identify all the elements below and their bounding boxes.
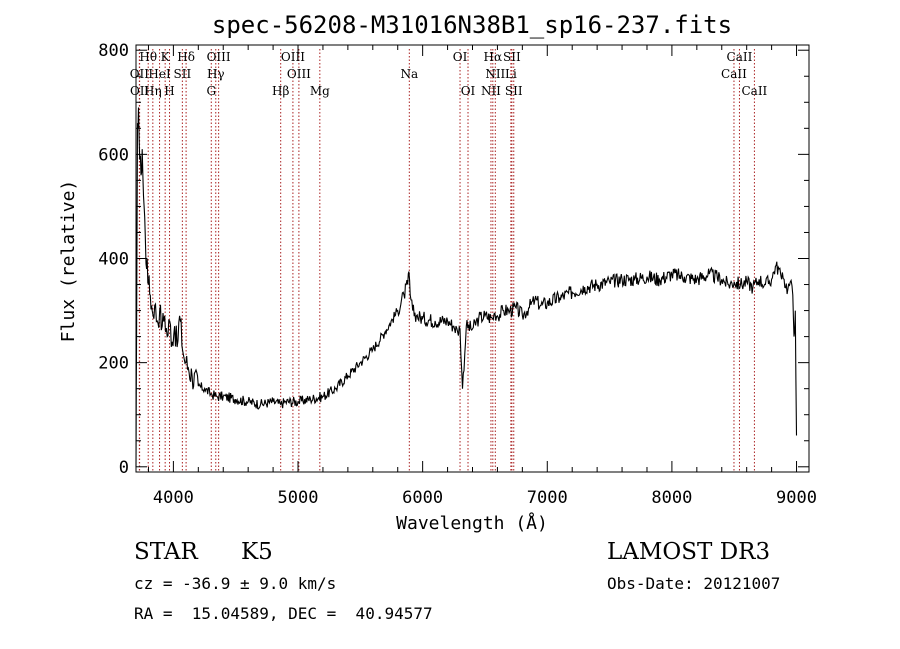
x-tick-label: 6000 — [402, 488, 443, 508]
survey-name: LAMOST DR3 — [607, 539, 771, 565]
spectral-line-label: SII — [505, 84, 523, 98]
y-tick-label: 400 — [98, 250, 129, 270]
spectral-line-label: SII — [174, 67, 192, 81]
x-tick-label: 4000 — [153, 488, 194, 508]
spectral-line-label: OIII — [287, 67, 311, 81]
spectral-line-label: Hα — [484, 50, 503, 64]
spectral-line-label: Hγ — [207, 67, 225, 81]
spectral-line-label: CaII — [721, 67, 747, 81]
spectral-line-label: OI — [461, 84, 476, 98]
sky-coordinates: RA = 15.04589, DEC = 40.94577 — [134, 604, 433, 623]
object-class: STAR — [134, 539, 198, 565]
plot-frame — [135, 44, 810, 473]
spectral-line-label: OII — [130, 84, 150, 98]
spectral-line-label: Hη — [144, 84, 162, 98]
y-tick-label: 200 — [98, 354, 129, 374]
spectral-line-label: Hθ — [139, 50, 157, 64]
spectral-line-label: OII — [130, 67, 150, 81]
y-tick-label: 800 — [98, 41, 129, 61]
object-subclass: K5 — [241, 539, 273, 565]
x-tick-label: 8000 — [651, 488, 692, 508]
chart-title: spec-56208-M31016N38B1_sp16-237.fits — [212, 11, 732, 39]
spectral-line-label: CaII — [741, 84, 767, 98]
spectral-line-label: Na — [400, 67, 418, 81]
spectral-line-label: SII — [503, 50, 521, 64]
spectral-line-label: Mg — [310, 84, 330, 98]
spectrum-series-line — [135, 107, 798, 467]
spectral-line-label: G — [206, 84, 216, 98]
spectral-line-label: NII — [481, 84, 501, 98]
spectral-line-label: OI — [453, 50, 468, 64]
observation-date: Obs-Date: 20121007 — [607, 574, 781, 593]
x-tick-label: 9000 — [776, 488, 817, 508]
y-axis-label: Flux (relative) — [58, 180, 79, 343]
redshift-velocity: cz = -36.9 ± 9.0 km/s — [134, 574, 337, 593]
x-tick-label: 7000 — [527, 488, 568, 508]
axis-ticks: 4000 5000 6000 7000 8000 9000 0 200 400 600 800 — [98, 41, 817, 508]
spectral-line-markers — [138, 49, 755, 472]
spectral-line-label: HeI — [148, 67, 171, 81]
y-tick-label: 600 — [98, 145, 129, 165]
spectral-line-label: CaII — [727, 50, 753, 64]
x-axis-label: Wavelength (Å) — [396, 512, 548, 534]
spectral-line-label: OIII — [281, 50, 305, 64]
spectral-line-label: OIII — [207, 50, 231, 64]
spectral-line-label: K — [161, 50, 171, 64]
spectral-line-label: H — [164, 84, 174, 98]
x-tick-label: 5000 — [278, 488, 319, 508]
y-tick-label: 0 — [119, 458, 129, 478]
spectral-line-label: Li — [505, 67, 517, 81]
spectral-line-label: Hδ — [177, 50, 195, 64]
spectral-line-label: Hβ — [272, 84, 289, 98]
spectral-line-label: NII — [485, 67, 505, 81]
